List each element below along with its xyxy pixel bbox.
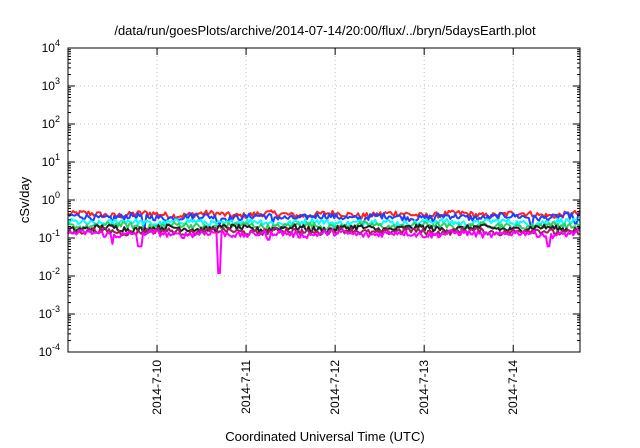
y-axis-label: cSv/day: [17, 176, 32, 223]
y-tick-label: 103: [42, 76, 60, 93]
x-axis-label: Coordinated Universal Time (UTC): [225, 429, 424, 444]
y-tick-label: 104: [42, 38, 60, 55]
chart-title: /data/run/goesPlots/archive/2014-07-14/2…: [114, 23, 536, 38]
x-tick-label: 2014-7-13: [417, 360, 431, 415]
x-axis: 2014-7-10 2014-7-11 2014-7-12 2014-7-13 2014…: [150, 48, 520, 415]
y-tick-label: 102: [42, 114, 60, 131]
series-line-5: [67, 223, 581, 234]
y-tick-label: 100: [42, 190, 60, 207]
y-tick-label: 10-3: [39, 304, 60, 321]
x-tick-label: 2014-7-14: [506, 360, 520, 415]
y-tick-label: 101: [42, 152, 60, 169]
x-tick-label: 2014-7-11: [239, 360, 253, 414]
series-line-2: [67, 212, 581, 228]
grid: [68, 48, 580, 352]
y-tick-label: 10-2: [39, 266, 60, 283]
y-tick-label: 10-4: [39, 342, 60, 359]
series-line-7: [67, 228, 581, 274]
y-tick-label: 10-1: [39, 228, 60, 245]
series-group: [67, 209, 581, 274]
y-axis: 104 103 102 101 100 10-1 10-2 10-3 10-4: [39, 38, 580, 359]
series-line-6: [67, 226, 581, 237]
x-tick-label: 2014-7-10: [150, 360, 164, 415]
series-line-3: [67, 217, 581, 228]
x-tick-label: 2014-7-12: [328, 360, 342, 415]
